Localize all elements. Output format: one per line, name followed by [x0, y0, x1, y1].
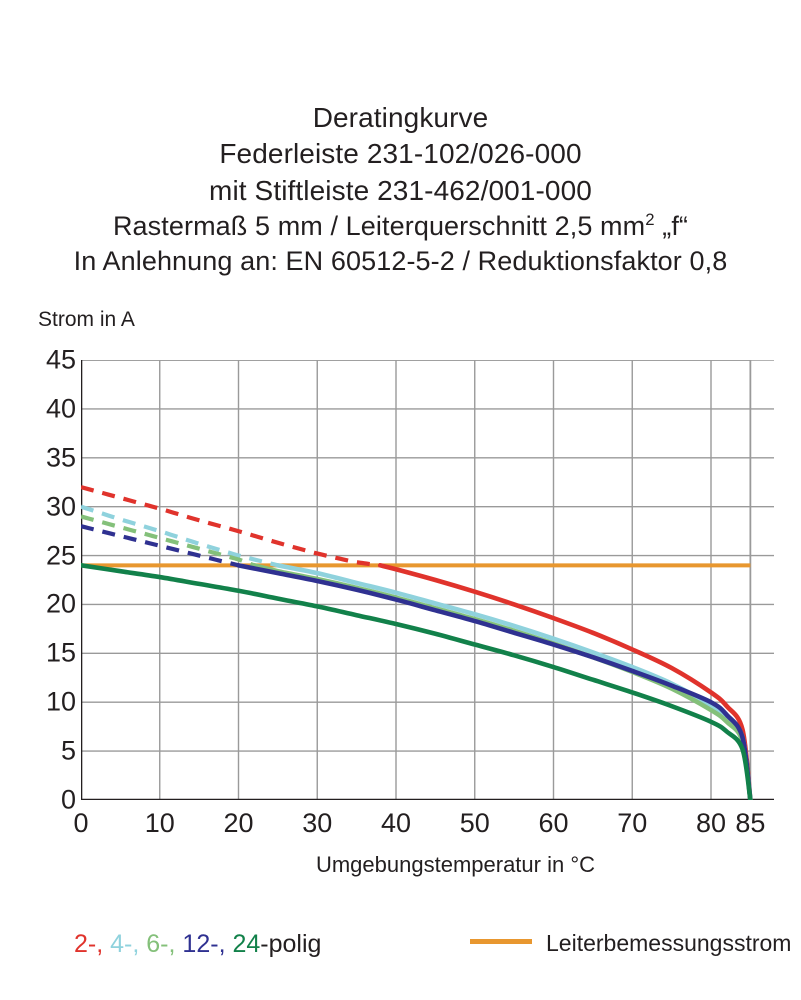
- x-axis-title: Umgebungstemperatur in °C: [315, 852, 596, 877]
- title-line-2: Federleiste 231-102/026-000: [219, 138, 582, 170]
- title-line-4: Rastermaß 5 mm / Leiterquerschnitt 2,5 m…: [0, 209, 801, 244]
- legend-pole-2: 2-: [74, 930, 97, 958]
- y-tick-5: 5: [60, 735, 76, 766]
- y-axis-title: Strom in A: [38, 308, 135, 331]
- legend-separator: ,: [132, 930, 147, 958]
- x-tick-40: 40: [380, 808, 412, 838]
- legend-separator: ,: [218, 930, 233, 958]
- chart-title-block: Deratingkurve Federleiste 231-102/026-00…: [0, 100, 801, 279]
- y-axis-tick-labels: 0 5 10 15 20 25 30 35 40 45: [14, 345, 76, 815]
- legend-line-swatch: [470, 939, 532, 945]
- x-tick-10: 10: [144, 808, 175, 838]
- legend-pole-12: 12-: [182, 930, 219, 958]
- series-dashed-4-polig: [81, 504, 279, 568]
- legend-rated-current: Leiterbemessungsstrom: [470, 930, 791, 957]
- x-tick-0: 0: [73, 808, 89, 838]
- legend-separator: ,: [168, 930, 183, 958]
- y-tick-35: 35: [45, 442, 76, 473]
- series-dashed-2-polig: [81, 485, 381, 568]
- series-curves: [81, 485, 753, 800]
- chart-legend: 2-, 4-, 6-, 12-, 24-polig Leiterbemessun…: [0, 930, 801, 980]
- legend-pole-24: 24: [232, 930, 261, 958]
- legend-pole-4: 4-: [110, 930, 133, 958]
- y-tick-10: 10: [45, 686, 76, 717]
- legend-poles: 2-, 4-, 6-, 12-, 24-polig: [74, 930, 321, 959]
- legend-separator: ,: [96, 930, 111, 958]
- chart-area: Strom in A 0 5 10 15 20 25 30 35 40 45 0 10 20 30 40 5…: [0, 300, 801, 900]
- series-dashed-12-polig: [81, 524, 239, 568]
- x-tick-30: 30: [302, 808, 333, 838]
- title-line-4-suffix: „f“: [654, 211, 689, 242]
- series-solid-12-polig: [236, 563, 753, 800]
- x-tick-80: 80: [695, 808, 727, 838]
- series-solid-2-polig: [377, 563, 753, 800]
- y-tick-20: 20: [45, 588, 76, 619]
- deratingkurve-plot: [81, 360, 774, 800]
- title-line-4-superscript: 2: [645, 210, 655, 230]
- y-tick-45: 45: [45, 344, 76, 375]
- x-tick-50: 50: [459, 808, 490, 838]
- series-solid-24-polig: [81, 563, 753, 800]
- x-tick-60: 60: [538, 808, 569, 838]
- title-line-1: Deratingkurve: [312, 102, 489, 133]
- y-tick-15: 15: [45, 637, 76, 668]
- x-tick-85: 85: [735, 808, 766, 838]
- legend-pole-6: 6-: [146, 930, 169, 958]
- series-dashed-6-polig: [81, 514, 255, 568]
- y-tick-40: 40: [45, 393, 76, 424]
- plot-region: [81, 360, 774, 800]
- title-line-4-text: Rastermaß 5 mm / Leiterquerschnitt 2,5 m…: [112, 211, 646, 242]
- x-tick-70: 70: [617, 808, 648, 838]
- series-solid-4-polig: [275, 563, 753, 800]
- x-axis-tick-labels: 0 10 20 30 40 50 60 70 80 85: [0, 808, 801, 848]
- title-line-5: In Anlehnung an: EN 60512-5-2 / Reduktio…: [73, 246, 728, 277]
- x-tick-20: 20: [223, 808, 254, 838]
- y-tick-0: 0: [60, 784, 76, 815]
- y-tick-25: 25: [45, 540, 76, 571]
- y-tick-30: 30: [45, 491, 76, 522]
- title-line-3: mit Stiftleiste 231-462/001-000: [209, 174, 592, 206]
- legend-rated-current-label: Leiterbemessungsstrom: [546, 930, 792, 956]
- legend-poles-suffix: -polig: [260, 930, 322, 958]
